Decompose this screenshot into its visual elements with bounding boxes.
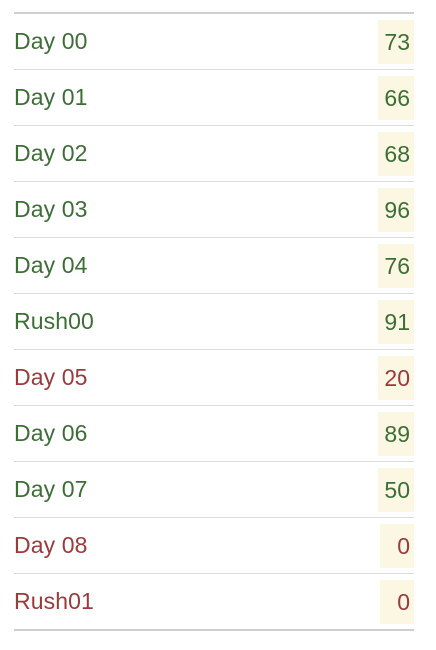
project-name: Rush00 <box>14 308 94 334</box>
project-score: 68 <box>378 131 414 176</box>
project-score: 50 <box>378 467 414 512</box>
project-name: Day 03 <box>14 196 88 222</box>
list-item[interactable]: Day 06 89 <box>14 406 414 462</box>
project-name: Day 08 <box>14 532 88 558</box>
project-name: Day 05 <box>14 364 88 390</box>
list-item[interactable]: Rush00 91 <box>14 294 414 350</box>
project-score: 89 <box>378 411 414 456</box>
project-name: Day 04 <box>14 252 88 278</box>
list-item[interactable]: Day 03 96 <box>14 182 414 238</box>
project-name: Day 01 <box>14 84 88 110</box>
list-item[interactable]: Day 02 68 <box>14 126 414 182</box>
project-score: 73 <box>378 19 414 64</box>
list-item[interactable]: Rush01 0 <box>14 574 414 629</box>
project-name: Day 06 <box>14 420 88 446</box>
list-item[interactable]: Day 04 76 <box>14 238 414 294</box>
project-score: 0 <box>380 579 414 624</box>
project-name: Day 00 <box>14 28 88 54</box>
list-item[interactable]: Day 01 66 <box>14 70 414 126</box>
project-score: 0 <box>380 523 414 568</box>
project-name: Day 02 <box>14 140 88 166</box>
project-score: 91 <box>378 299 414 344</box>
list-item[interactable]: Day 00 73 <box>14 14 414 70</box>
project-score-list: Day 00 73 Day 01 66 Day 02 68 Day 03 96 … <box>14 12 414 631</box>
project-score: 20 <box>378 355 414 400</box>
project-name: Rush01 <box>14 588 94 614</box>
project-score: 76 <box>378 243 414 288</box>
list-item[interactable]: Day 05 20 <box>14 350 414 406</box>
project-name: Day 07 <box>14 476 88 502</box>
list-item[interactable]: Day 08 0 <box>14 518 414 574</box>
project-score: 96 <box>378 187 414 232</box>
list-item[interactable]: Day 07 50 <box>14 462 414 518</box>
project-score: 66 <box>378 75 414 120</box>
